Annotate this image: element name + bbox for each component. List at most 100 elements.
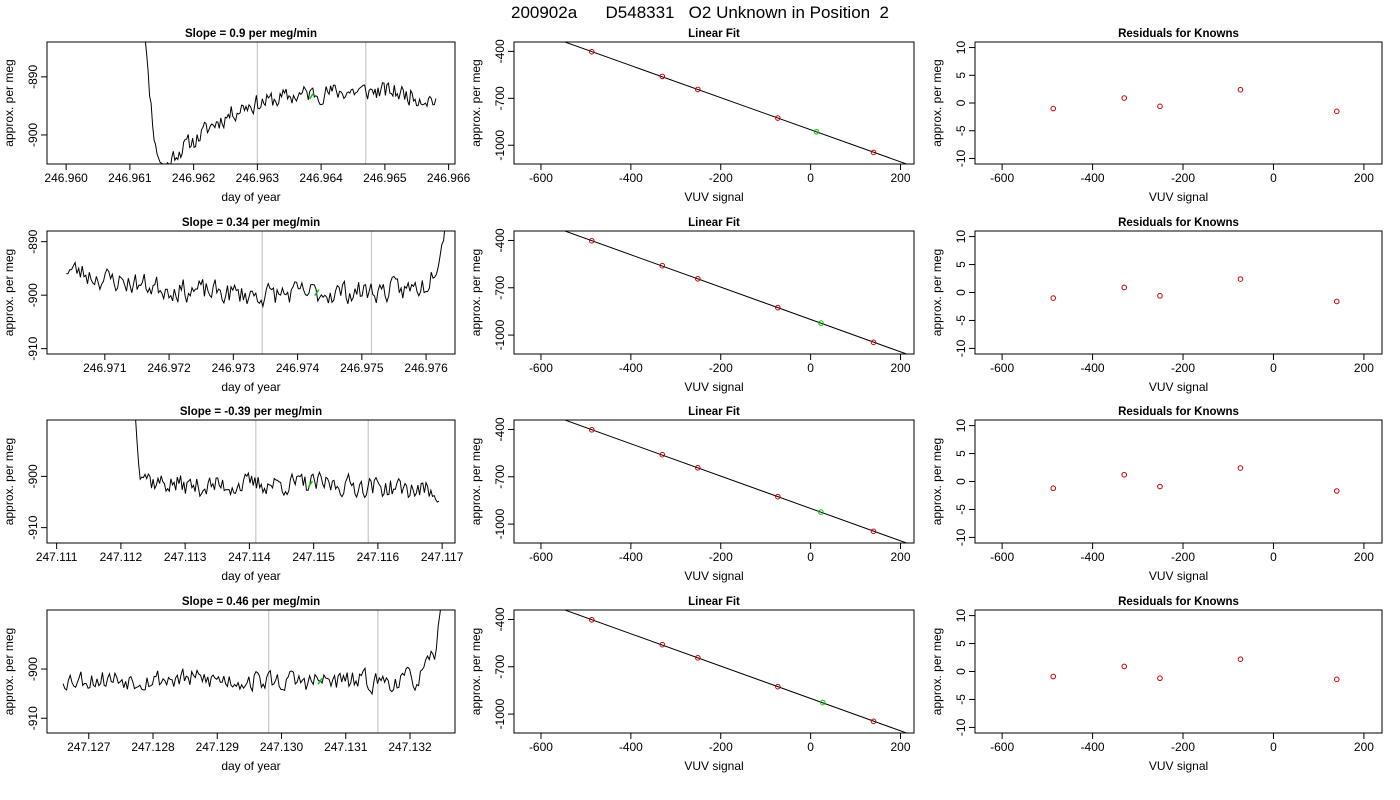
y-tick-label: 10 (954, 230, 968, 244)
known-point (659, 451, 666, 458)
y-tick-label: -700 (493, 464, 507, 488)
panel-title: Slope = 0.9 per meg/min (185, 28, 317, 40)
y-tick-label: -910 (26, 706, 40, 730)
y-tick-label: -1000 (493, 130, 507, 161)
x-axis-label: VUV signal (684, 759, 743, 773)
x-axis-label: VUV signal (684, 190, 743, 204)
x-tick-label: 200 (891, 740, 911, 754)
residual-point (1121, 663, 1128, 670)
known-point (695, 275, 701, 282)
x-tick-label: -600 (529, 361, 553, 375)
x-tick-label: 247.116 (357, 550, 400, 564)
unknown-marker (308, 92, 315, 100)
x-axis-label: VUV signal (684, 569, 743, 583)
y-tick-label: -700 (493, 654, 507, 678)
data-line (135, 420, 440, 503)
x-tick-label: 247.131 (324, 740, 368, 754)
unknown-marker (314, 289, 320, 296)
panel-title: Linear Fit (688, 406, 740, 418)
y-tick-label: -5 (954, 125, 968, 136)
x-axis-label: day of year (221, 569, 280, 583)
residual-point (1333, 676, 1340, 683)
residual-point (1157, 483, 1163, 490)
panel-residuals-row-2: Residuals for Knowns VUV signal approx. pe… (930, 217, 1383, 394)
y-tick-label: -10 (954, 528, 968, 546)
y-axis-label: approx. per meg (930, 628, 944, 715)
residual-point (1157, 293, 1163, 299)
known-point (870, 528, 877, 535)
plot-frame (974, 419, 1383, 544)
y-tick-label: -10 (954, 339, 968, 357)
x-tick-label: 200 (891, 550, 911, 564)
y-tick-label: 5 (954, 640, 968, 647)
x-tick-label: 0 (1270, 740, 1277, 754)
x-tick-label: 200 (1354, 361, 1374, 375)
plot-area (1050, 656, 1340, 683)
known-point (588, 48, 595, 55)
x-tick-label: -600 (529, 171, 553, 185)
panel-title: Slope = 0.34 per meg/min (182, 217, 320, 229)
x-tick-label: 246.974 (276, 361, 320, 375)
plot-area (144, 42, 437, 164)
y-axis-label: approx. per meg (469, 59, 483, 146)
residual-point (1237, 656, 1244, 663)
y-axis-label: approx. per meg (2, 438, 16, 525)
y-tick-label: -10 (954, 149, 968, 167)
residual-point (1333, 108, 1340, 115)
y-tick-label: -700 (493, 86, 507, 110)
plot-frame (513, 230, 915, 355)
x-tick-label: -600 (529, 740, 553, 754)
x-tick-label: -400 (1081, 740, 1105, 754)
x-tick-label: 246.976 (404, 361, 448, 375)
x-tick-label: -600 (990, 361, 1014, 375)
fit-line (563, 231, 909, 354)
y-tick-label: -910 (26, 336, 40, 360)
plot-frame (513, 609, 915, 734)
y-tick-label: -890 (26, 229, 40, 253)
x-tick-label: 247.111 (36, 550, 78, 564)
y-axis-label: approx. per meg (2, 628, 16, 715)
panel-grid: Slope = 0.9 per meg/min day of year approx… (2, 28, 1383, 773)
known-point (695, 86, 701, 93)
x-tick-label: 200 (1354, 550, 1374, 564)
y-tick-label: 0 (954, 289, 968, 296)
residual-point (1050, 295, 1057, 301)
panel-title: Slope = 0.46 per meg/min (182, 596, 320, 608)
x-tick-label: -200 (1171, 171, 1195, 185)
y-tick-label: 5 (954, 261, 968, 268)
panel-title: Residuals for Knowns (1118, 28, 1239, 40)
x-axis-label: VUV signal (1149, 380, 1208, 394)
y-tick-label: -5 (954, 694, 968, 705)
x-tick-label: -200 (1171, 361, 1195, 375)
x-tick-label: 247.113 (164, 550, 207, 564)
x-axis-label: day of year (221, 380, 280, 394)
y-tick-label: -910 (26, 515, 40, 539)
residual-point (1050, 673, 1057, 680)
residual-point (1157, 103, 1163, 110)
plot-frame (974, 230, 1383, 355)
y-tick-label: -10 (954, 718, 968, 736)
plot-area (1050, 276, 1340, 305)
plot-frame (513, 41, 915, 165)
known-point (695, 464, 701, 471)
x-tick-label: 0 (1270, 550, 1277, 564)
y-tick-label: 5 (954, 450, 968, 457)
panel-title: Residuals for Knowns (1118, 596, 1239, 608)
x-tick-label: 0 (1270, 171, 1277, 185)
x-axis-label: VUV signal (1149, 759, 1208, 773)
x-tick-label: 247.128 (131, 740, 175, 754)
y-tick-label: 0 (954, 478, 968, 485)
residual-point (1333, 298, 1340, 305)
residual-point (1333, 488, 1340, 494)
x-tick-label: 0 (807, 740, 814, 754)
plot-area (62, 610, 441, 733)
known-point (659, 73, 666, 80)
panel-time-series-row-2: Slope = 0.34 per meg/min day of year appro… (2, 217, 456, 394)
y-tick-label: -900 (26, 464, 40, 488)
x-tick-label: 246.975 (340, 361, 384, 375)
residual-point (1121, 284, 1128, 291)
panel-title: Residuals for Knowns (1118, 406, 1239, 418)
y-tick-label: -1000 (493, 508, 507, 539)
y-tick-label: -400 (493, 417, 507, 441)
